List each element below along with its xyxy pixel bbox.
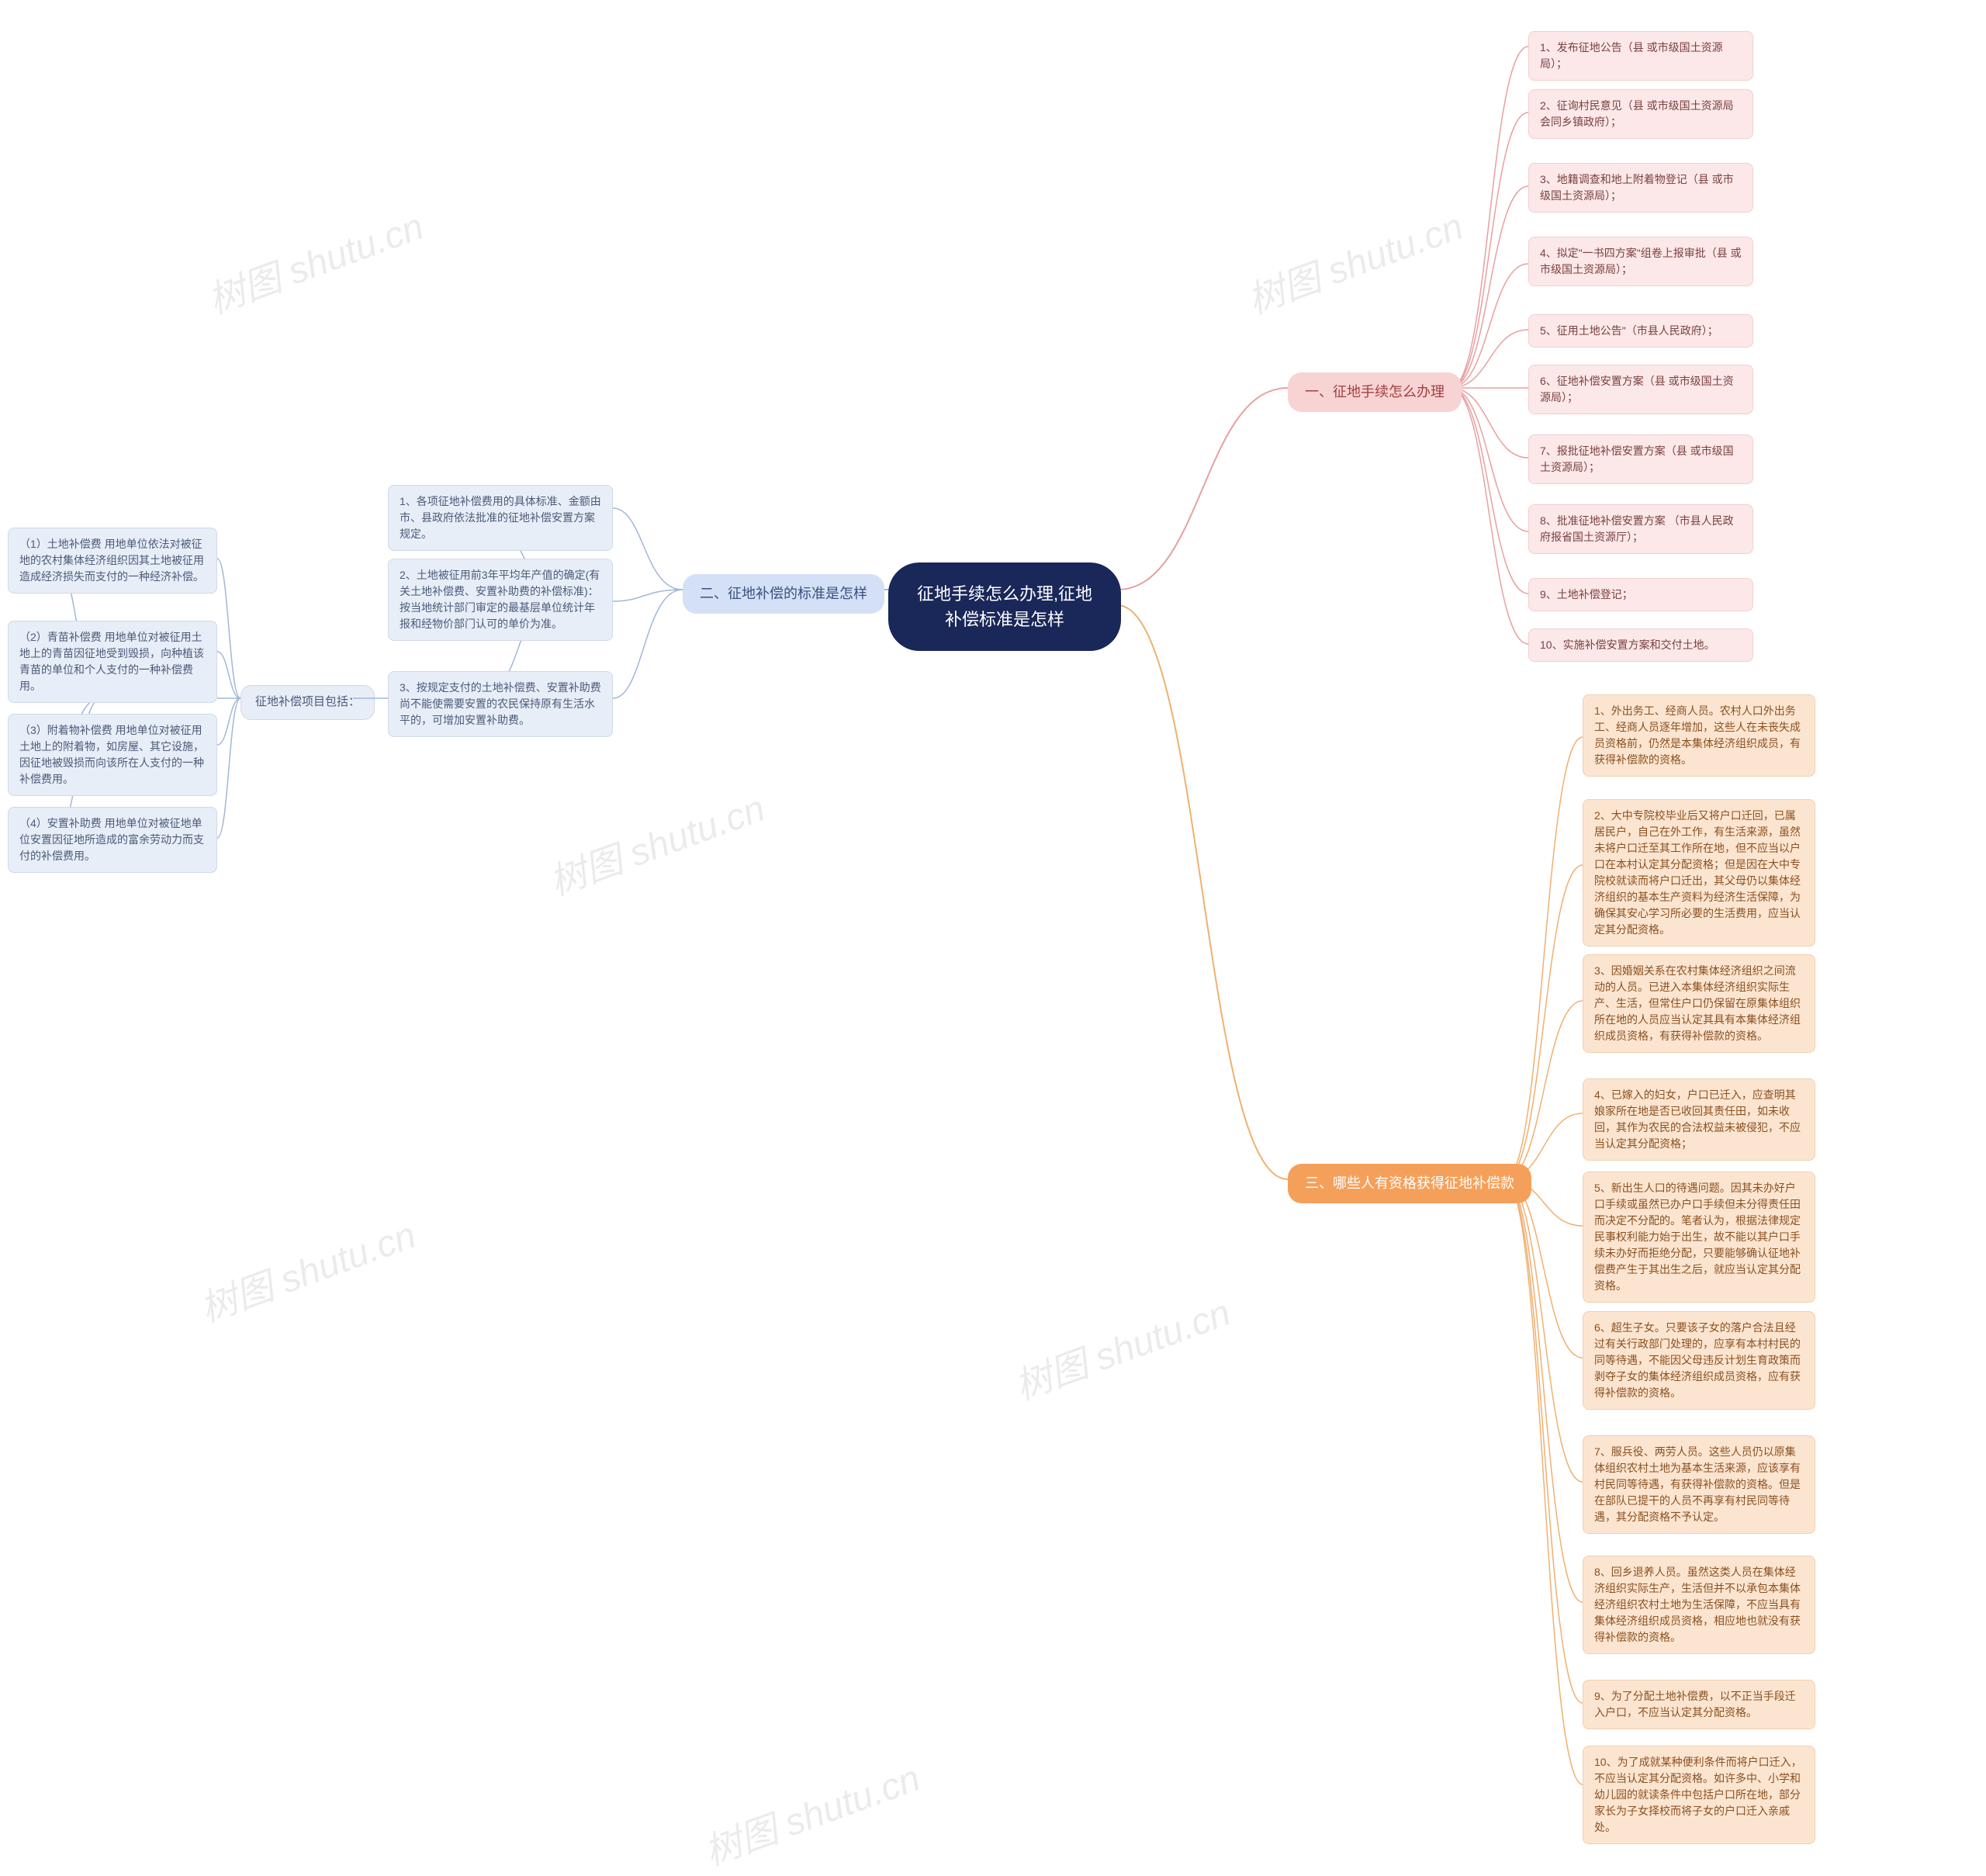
branch1-item-4: 4、拟定"一书四方案"组卷上报审批（县 或市级国土资源局）； (1528, 237, 1753, 286)
center-node: 征地手续怎么办理,征地补偿标准是怎样 (888, 562, 1121, 651)
branch2-sub-3: （3）附着物补偿费 用地单位对被征用土地上的附着物，如房屋、其它设施，因征地被毁… (8, 714, 217, 796)
branch3-item-4: 4、已嫁入的妇女，户口已迁入，应查明其娘家所在地是否已收回其责任田，如未收回，其… (1583, 1078, 1815, 1161)
branch-1: 一、征地手续怎么办理 (1288, 372, 1462, 412)
branch1-item-9: 9、土地补偿登记； (1528, 578, 1753, 611)
watermark: 树图 shutu.cn (1239, 196, 1469, 324)
branch1-item-7: 7、报批征地补偿安置方案（县 或市级国土资源局）； (1528, 434, 1753, 484)
branch3-item-7: 7、服兵役、两劳人员。这些人员仍以原集体组织农村土地为基本生活来源，应该享有村民… (1583, 1435, 1815, 1534)
branch2-sub: 征地补偿项目包括： (240, 685, 375, 720)
branch3-item-6: 6、超生子女。只要该子女的落户合法且经过有关行政部门处理的，应享有本村村民的同等… (1583, 1311, 1815, 1410)
branch2-item-3: 3、按规定支付的土地补偿费、安置补助费尚不能使需要安置的农民保持原有生活水平的，… (388, 671, 613, 737)
watermark: 树图 shutu.cn (696, 1747, 926, 1875)
branch3-item-10: 10、为了成就某种便利条件而将户口迁入，不应当认定其分配资格。如许多中、小学和幼… (1583, 1746, 1815, 1844)
branch2-item-1: 1、各项征地补偿费用的具体标准、金额由市、县政府依法批准的征地补偿安置方案规定。 (388, 485, 613, 551)
branch1-item-10: 10、实施补偿安置方案和交付土地。 (1528, 628, 1753, 662)
branch2-sub-4: （4）安置补助费 用地单位对被征地单位安置因征地所造成的富余劳动力而支付的补偿费… (8, 807, 217, 873)
watermark: 树图 shutu.cn (1006, 1282, 1237, 1410)
branch3-item-1: 1、外出务工、经商人员。农村人口外出务工、经商人员逐年增加，这些人在未丧失成员资… (1583, 694, 1815, 777)
branch3-item-8: 8、回乡退养人员。虽然这类人员在集体经济组织实际生产，生活但并不以承包本集体经济… (1583, 1556, 1815, 1654)
branch1-item-5: 5、征用土地公告"（市县人民政府）； (1528, 314, 1753, 348)
watermark: 树图 shutu.cn (192, 1204, 422, 1332)
branch3-item-9: 9、为了分配土地补偿费，以不正当手段迁入户口，不应当认定其分配资格。 (1583, 1680, 1815, 1729)
branch2-item-2: 2、土地被征用前3年平均年产值的确定(有关土地补偿费、安置补助费的补偿标准)：按… (388, 559, 613, 641)
watermark: 树图 shutu.cn (541, 777, 771, 905)
branch1-item-2: 2、征询村民意见（县 或市级国土资源局会同乡镇政府）； (1528, 89, 1753, 139)
branch-3: 三、哪些人有资格获得征地补偿款 (1288, 1164, 1531, 1203)
branch-2: 二、征地补偿的标准是怎样 (683, 574, 884, 614)
branch2-sub-2: （2）青苗补偿费 用地单位对被征用土地上的青苗因征地受到毁损，向种植该青苗的单位… (8, 621, 217, 703)
branch1-item-8: 8、批准征地补偿安置方案 （市县人民政府报省国土资源厅）； (1528, 504, 1753, 554)
branch1-item-3: 3、地籍调查和地上附着物登记（县 或市级国土资源局）； (1528, 163, 1753, 213)
branch3-item-3: 3、因婚姻关系在农村集体经济组织之间流动的人员。已进入本集体经济组织实际生产、生… (1583, 954, 1815, 1053)
branch1-item-1: 1、发布征地公告（县 或市级国土资源局）； (1528, 31, 1753, 81)
branch3-item-5: 5、新出生人口的待遇问题。因其未办好户口手续或虽然已办户口手续但未分得责任田而决… (1583, 1172, 1815, 1303)
branch1-item-6: 6、征地补偿安置方案（县 或市级国土资源局）； (1528, 365, 1753, 414)
watermark: 树图 shutu.cn (199, 196, 430, 324)
branch2-sub-1: （1）土地补偿费 用地单位依法对被征地的农村集体经济组织因其土地被征用造成经济损… (8, 528, 217, 594)
branch3-item-2: 2、大中专院校毕业后又将户口迁回，已属居民户，自己在外工作，有生活来源，虽然未将… (1583, 799, 1815, 947)
